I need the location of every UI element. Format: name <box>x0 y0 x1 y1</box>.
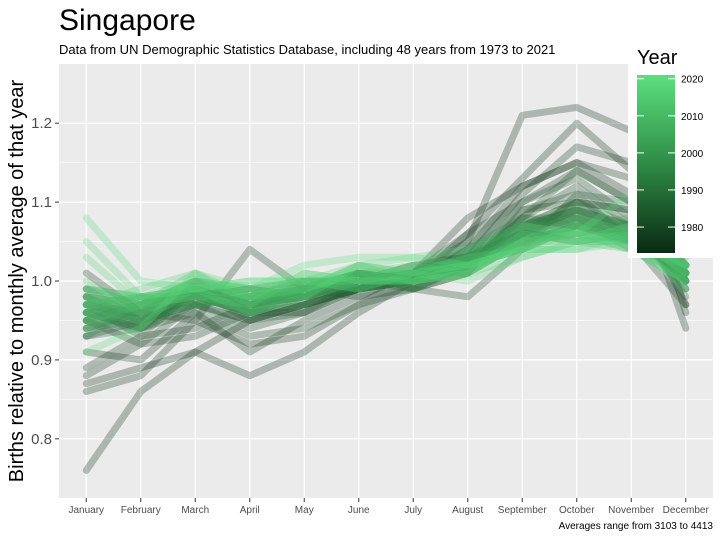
legend-tick-label: 2010 <box>681 112 704 123</box>
grid-minor <box>59 162 713 400</box>
series-line-1986 <box>82 198 690 324</box>
legend-tick-label: 2000 <box>681 149 704 160</box>
series-line-2012 <box>82 230 690 324</box>
series-line-2018 <box>82 230 690 309</box>
x-tick-label: April <box>240 505 260 516</box>
series-line-1995 <box>82 222 690 309</box>
series-line-2017 <box>82 230 690 301</box>
x-tick-label: May <box>295 505 314 516</box>
series-line-1974 <box>82 119 690 388</box>
series-line-2015 <box>82 222 690 309</box>
chart-subtitle: Data from UN Demographic Statistics Data… <box>59 42 555 57</box>
y-axis-label: Births relative to monthly average of th… <box>6 79 28 482</box>
series-line-1983 <box>82 167 690 340</box>
series-line-1998 <box>82 222 690 317</box>
grid-major <box>59 64 713 498</box>
series-line-2020 <box>82 214 690 317</box>
series-line-2019 <box>82 222 690 301</box>
series-line-2006 <box>82 230 690 317</box>
series-line-2003 <box>82 222 690 317</box>
series-line-2002 <box>82 222 690 332</box>
x-tick-label: October <box>559 505 595 516</box>
series-line-2007 <box>82 214 690 317</box>
series-line-1999 <box>82 206 690 332</box>
series-line-2010 <box>82 222 690 317</box>
legend-colorbar <box>637 75 675 253</box>
x-tick-label: January <box>68 505 104 516</box>
series-line-1993 <box>82 214 690 332</box>
x-tick-label: November <box>608 505 655 516</box>
series-line-2005 <box>82 214 690 324</box>
x-axis-ticks: January February March April May June July Augu… <box>68 498 709 516</box>
series-line-2013 <box>82 230 690 317</box>
legend-tick-label: 1980 <box>681 223 704 234</box>
series-line-1979 <box>82 190 690 324</box>
series-line-1989 <box>82 214 690 324</box>
color-legend: Year 1980 1990 2000 2010 2020 <box>628 42 720 258</box>
series-line-2011 <box>82 230 690 309</box>
series-line-1981 <box>82 182 690 348</box>
series-line-2008 <box>82 222 690 324</box>
series-line-1980 <box>82 198 690 340</box>
series-line-2001 <box>82 214 690 309</box>
series-line-1994 <box>82 206 690 324</box>
series-line-1997 <box>82 214 690 324</box>
y-tick-label: 1.2 <box>31 115 52 132</box>
y-tick-label: 0.8 <box>31 431 52 448</box>
series-line-2004 <box>82 230 690 324</box>
series-line-1977 <box>82 159 690 380</box>
series-line-1984 <box>82 174 690 332</box>
series-line-2000 <box>82 222 690 317</box>
series-line-1976 <box>82 143 690 364</box>
series-line-2021 <box>82 190 690 356</box>
chart-title: Singapore <box>59 4 196 37</box>
chart-caption: Averages range from 3103 to 4413 <box>559 521 714 532</box>
series-line-1987 <box>82 190 690 340</box>
y-tick-label: 0.9 <box>31 352 52 369</box>
legend-tick-label: 1990 <box>681 186 704 197</box>
x-tick-label: June <box>348 505 370 516</box>
x-tick-label: February <box>121 505 161 516</box>
series-line-1992 <box>82 198 690 332</box>
series-line-1978 <box>82 167 690 372</box>
x-tick-label: March <box>181 505 209 516</box>
legend-tick-label: 2020 <box>681 75 704 86</box>
x-tick-label: December <box>663 505 710 516</box>
series-line-1988 <box>82 198 690 324</box>
series-line-1991 <box>82 206 690 317</box>
y-axis-ticks: 0.8 0.9 1.0 1.1 1.2 <box>31 115 59 448</box>
series-line-2009 <box>82 230 690 332</box>
series-line-1982 <box>82 206 690 340</box>
series-line-1996 <box>82 214 690 340</box>
series-line-2014 <box>82 238 690 317</box>
y-tick-label: 1.0 <box>31 273 52 290</box>
series-line-1990 <box>82 214 690 317</box>
y-tick-label: 1.1 <box>31 194 52 211</box>
series-lines <box>82 103 690 474</box>
x-tick-label: August <box>452 505 483 516</box>
series-line-1975 <box>82 159 690 395</box>
legend-ticks: 1980 1990 2000 2010 2020 <box>637 75 704 234</box>
series-line-1973 <box>82 103 690 474</box>
series-line-2016 <box>82 230 690 309</box>
x-tick-label: September <box>498 505 548 516</box>
series-line-1985 <box>82 206 690 332</box>
x-tick-label: July <box>404 505 422 516</box>
legend-title: Year <box>637 47 678 69</box>
